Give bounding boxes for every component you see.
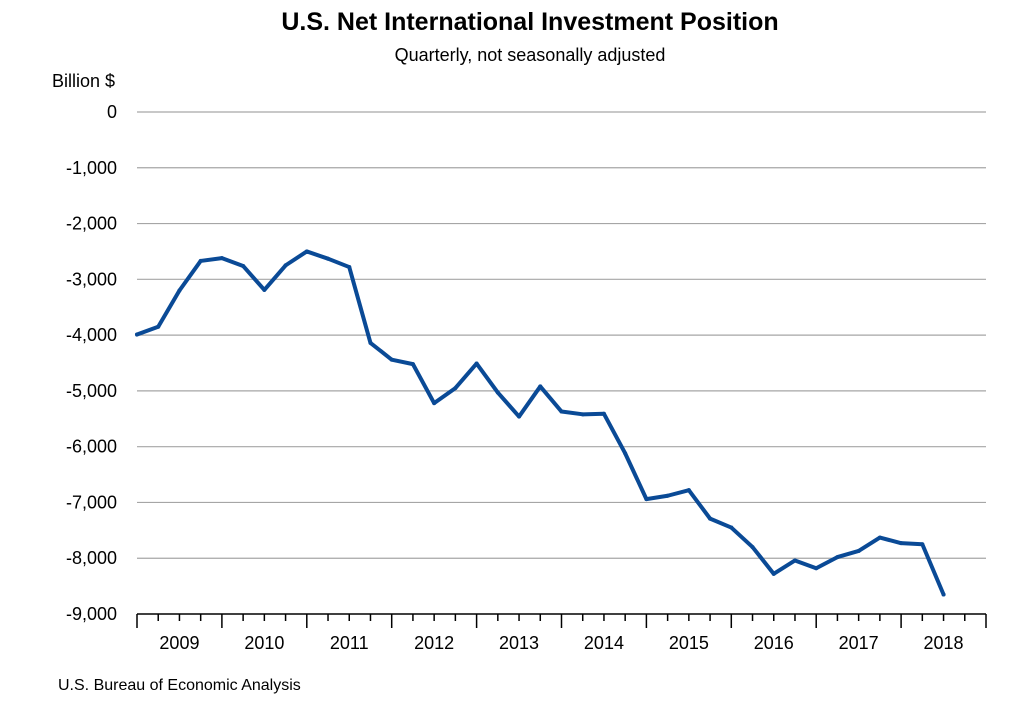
data-point [304, 249, 309, 254]
data-point [326, 256, 331, 261]
data-point [432, 401, 437, 406]
y-tick-label: -1,000 [66, 158, 117, 178]
data-point [729, 525, 734, 530]
x-tick-label: 2013 [499, 633, 539, 653]
data-point [135, 332, 139, 337]
series-line [135, 249, 946, 597]
data-point [623, 451, 628, 456]
data-point [368, 340, 373, 345]
data-point [559, 409, 564, 414]
data-point [835, 555, 840, 560]
data-point [644, 497, 649, 502]
data-point [877, 535, 882, 540]
data-point [156, 324, 161, 329]
data-point [580, 412, 585, 417]
y-tick-label: -4,000 [66, 325, 117, 345]
data-point [347, 265, 352, 270]
y-tick-label: 0 [107, 102, 117, 122]
data-point [474, 361, 479, 366]
x-axis: 2009 2010 2011 2012 2013 2014 2015 2016 2017 2018 [136, 613, 987, 653]
x-tick-label: 2010 [244, 633, 284, 653]
x-tick-label: 2015 [669, 633, 709, 653]
x-tick-label: 2011 [330, 633, 369, 653]
y-tick-label: -5,000 [66, 381, 117, 401]
data-point [686, 488, 691, 493]
chart-subtitle: Quarterly, not seasonally adjusted [394, 45, 666, 65]
y-axis: 0 -1,000 -2,000 -3,000 -4,000 -5,000 -6,000 -7,… [66, 102, 117, 624]
x-tick-label: 2014 [584, 633, 624, 653]
data-point [410, 362, 415, 367]
data-point [750, 545, 755, 550]
data-point [177, 288, 182, 293]
x-tick-label: 2018 [924, 633, 964, 653]
data-point [219, 256, 224, 261]
gridlines [137, 111, 986, 559]
source-note: U.S. Bureau of Economic Analysis [58, 677, 301, 694]
y-axis-unit-label: Billion $ [52, 71, 116, 91]
x-tick-label: 2017 [839, 633, 879, 653]
series-group [135, 249, 946, 597]
y-tick-label: -9,000 [66, 604, 117, 624]
y-tick-label: -2,000 [66, 214, 117, 234]
x-tick-label: 2012 [414, 633, 454, 653]
data-point [856, 548, 861, 553]
data-point [389, 357, 394, 362]
y-tick-label: -8,000 [66, 548, 117, 568]
data-point [495, 390, 500, 395]
data-point [517, 414, 522, 419]
data-point [262, 287, 267, 292]
data-point [920, 542, 925, 547]
data-point [453, 386, 458, 391]
data-point [941, 592, 946, 597]
data-point [538, 384, 543, 389]
y-tick-label: -7,000 [66, 492, 117, 512]
data-point [899, 541, 904, 546]
data-point [198, 258, 203, 263]
data-point [771, 571, 776, 576]
data-point [814, 566, 819, 571]
data-point [241, 263, 246, 268]
chart-title: U.S. Net International Investment Positi… [281, 8, 779, 36]
data-point [601, 411, 606, 416]
x-tick-label: 2009 [159, 633, 199, 653]
data-point [708, 516, 713, 521]
y-tick-label: -6,000 [66, 437, 117, 457]
x-tick-label: 2016 [754, 633, 794, 653]
y-tick-label: -3,000 [66, 269, 117, 289]
data-point [792, 558, 797, 563]
data-point [665, 493, 670, 498]
data-point [283, 263, 288, 268]
